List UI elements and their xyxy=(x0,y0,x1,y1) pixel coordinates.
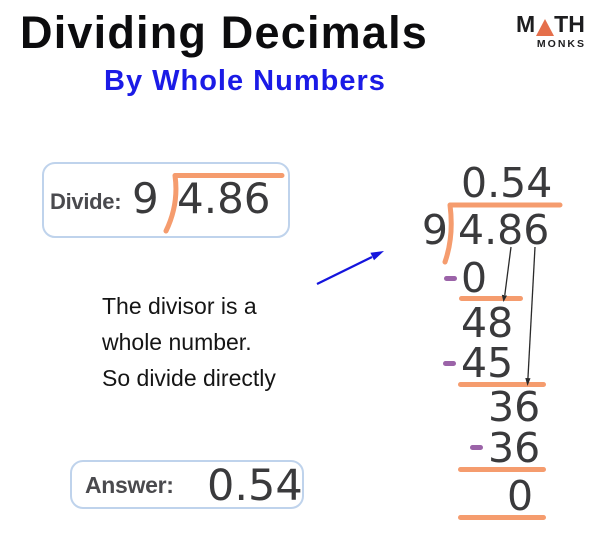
explanation-line: The divisor is a xyxy=(102,293,257,319)
division-rule-line xyxy=(458,467,546,472)
bring-down-value-1: 48 xyxy=(461,299,514,347)
divisor: 9 xyxy=(421,206,448,254)
explanation-line: So divide directly xyxy=(102,365,276,391)
logo-monks-text: MONKS xyxy=(536,38,586,50)
page-title: Dividing Decimals xyxy=(20,7,429,58)
dividend: 4.86 xyxy=(458,206,550,254)
logo-wordmark: M TH xyxy=(516,13,586,36)
pointer-arrow xyxy=(316,251,384,286)
logo-letter-m: M xyxy=(516,11,536,37)
answer-box-label: Answer: xyxy=(85,472,174,498)
explanation-line: whole number. xyxy=(102,329,252,355)
subtract-step-1: 0 xyxy=(461,254,488,302)
problem-divisor: 9 xyxy=(132,174,159,223)
division-rule-line xyxy=(458,382,546,387)
answer-value: 0.54 xyxy=(207,461,303,511)
minus-sign xyxy=(443,361,456,366)
subtract-step-3: 36 xyxy=(488,424,541,472)
division-rule-line xyxy=(458,515,546,520)
page-subtitle: By Whole Numbers xyxy=(104,65,386,97)
answer-box: Answer: 0.54 xyxy=(70,460,304,509)
triangle-icon xyxy=(536,19,555,36)
division-rule-line xyxy=(459,296,523,301)
math-monks-logo: M TH MONKS xyxy=(516,13,586,51)
division-bracket xyxy=(163,173,285,234)
explanation-text: The divisor is a whole number. So divide… xyxy=(102,288,276,396)
final-remainder: 0 xyxy=(507,472,534,520)
quotient: 0.54 xyxy=(461,159,553,207)
division-bracket xyxy=(442,202,563,265)
minus-sign xyxy=(444,276,457,281)
minus-sign xyxy=(470,445,483,450)
subtract-step-2: 45 xyxy=(461,339,514,387)
problem-box: Divide: 9 4.86 xyxy=(42,162,290,238)
problem-box-label: Divide: xyxy=(50,189,122,214)
logo-letters-th: TH xyxy=(554,11,585,37)
problem-dividend: 4.86 xyxy=(177,174,271,223)
bring-down-value-2: 36 xyxy=(488,383,541,431)
